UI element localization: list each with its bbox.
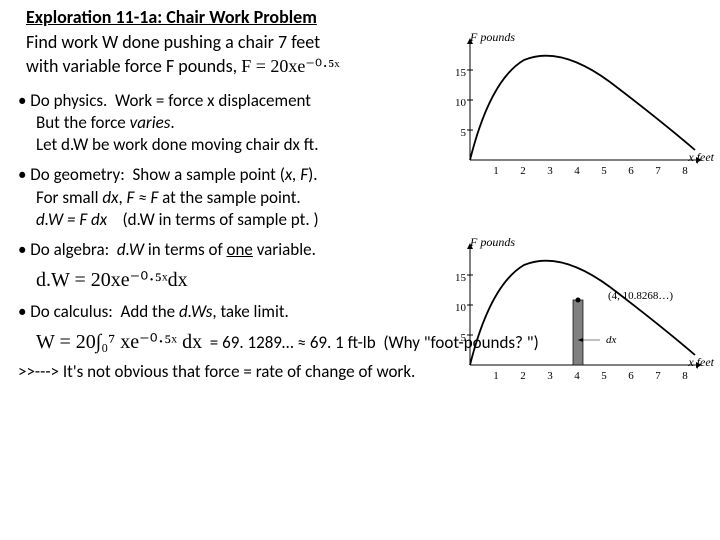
xtick: 7 xyxy=(652,164,664,178)
xtick: 6 xyxy=(625,369,637,383)
geom-l3a: d.W = F dx xyxy=(36,209,107,230)
force-formula: F = 20xe⁻⁰·⁵ˣ xyxy=(241,56,339,76)
bullet-eq: Show a sample point (x, F). xyxy=(132,164,317,185)
force-chart-2: F pounds x feet 5 10 15 1 2 3 4 5 6 7 8 … xyxy=(446,235,714,385)
ytick-10: 10 xyxy=(452,301,466,315)
chart2-ylabel: F pounds xyxy=(470,235,515,251)
bullet-eq: Work = force x displacement xyxy=(115,90,311,111)
xtick: 7 xyxy=(652,369,664,383)
geom-l3b: (d.W in terms of sample pt. ) xyxy=(122,209,318,230)
xtick: 2 xyxy=(517,164,529,178)
bullet-eq: Add the d.Ws, take limit. xyxy=(121,301,289,322)
content-column: • Do physics. Work = force x displacemen… xyxy=(0,84,440,325)
xtick: 1 xyxy=(490,164,502,178)
dx-label: dx xyxy=(606,333,616,347)
algebra-formula: d.W = 20xe⁻⁰·⁵ˣdx xyxy=(18,261,440,293)
xtick: 8 xyxy=(679,164,691,178)
xtick: 5 xyxy=(598,369,610,383)
bullet-head: • Do algebra: xyxy=(18,239,109,260)
force-chart-1: F pounds x feet 5 10 15 1 2 3 4 5 6 7 8 xyxy=(446,30,714,180)
ytick-5: 5 xyxy=(452,331,466,345)
xtick: 2 xyxy=(517,369,529,383)
xtick: 1 xyxy=(490,369,502,383)
bullet-eq: d.W in terms of one variable. xyxy=(117,239,316,260)
bullet-algebra: • Do algebra: d.W in terms of one variab… xyxy=(18,233,440,295)
calculus-result: = 69. 1289… ≈ 69. 1 ft-lb xyxy=(210,332,376,353)
ytick-10: 10 xyxy=(452,96,466,110)
chart1-xlabel: x feet xyxy=(688,150,714,166)
physics-l2: But the force varies. xyxy=(18,112,440,134)
subtitle-l2: with variable force F pounds, xyxy=(26,55,237,77)
geom-l2: For small dx, F ≈ F at the sample point. xyxy=(18,187,440,209)
bullet-physics: • Do physics. Work = force x displacemen… xyxy=(18,84,440,158)
bullet-head: • Do calculus: xyxy=(18,301,113,322)
bullet-geometry: • Do geometry: Show a sample point (x, F… xyxy=(18,158,440,232)
xtick: 3 xyxy=(544,164,556,178)
ytick-15: 15 xyxy=(452,66,466,80)
subtitle-l1: Find work W done pushing a chair 7 feet xyxy=(26,31,320,53)
xtick: 5 xyxy=(598,164,610,178)
geom-l3: d.W = F dx (d.W in terms of sample pt. ) xyxy=(18,209,440,231)
bullet-head: • Do physics. xyxy=(18,90,107,111)
xtick: 6 xyxy=(625,164,637,178)
bullet-head: • Do geometry: xyxy=(18,164,125,185)
page-title: Exploration 11-1a: Chair Work Problem xyxy=(0,0,720,31)
ytick-5: 5 xyxy=(452,126,466,140)
xtick: 4 xyxy=(571,164,583,178)
chart2-xlabel: x feet xyxy=(688,355,714,371)
chart1-svg xyxy=(446,30,714,180)
xtick: 3 xyxy=(544,369,556,383)
ytick-15: 15 xyxy=(452,271,466,285)
bullet-calculus: • Do calculus: Add the d.Ws, take limit. xyxy=(18,295,440,325)
chart2-svg xyxy=(446,235,714,385)
calculus-formula: W = 20∫₀⁷ xe⁻⁰·⁵ˣ dx xyxy=(36,331,202,353)
xtick: 8 xyxy=(679,369,691,383)
xtick: 4 xyxy=(571,369,583,383)
chart1-ylabel: F pounds xyxy=(470,30,515,46)
sample-point-label: (4, 10.8268…) xyxy=(608,289,673,303)
physics-l3: Let d.W be work done moving chair dx ft. xyxy=(18,134,440,156)
